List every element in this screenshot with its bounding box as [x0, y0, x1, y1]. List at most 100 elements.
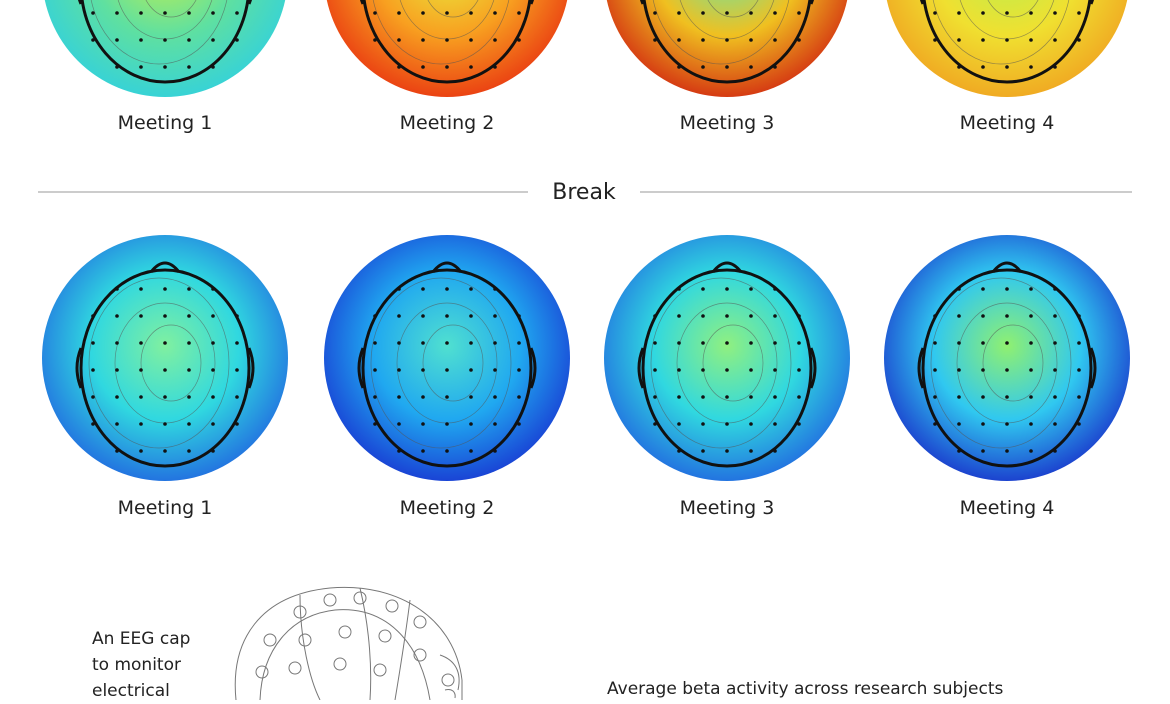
electrode — [933, 341, 937, 345]
electrode — [725, 341, 729, 345]
contour — [90, 0, 228, 65]
electrode — [235, 11, 239, 15]
electrode — [469, 65, 473, 69]
electrode — [773, 341, 777, 345]
electrode — [187, 314, 191, 318]
electrode — [517, 395, 521, 399]
electrode — [493, 38, 497, 42]
scalp-map — [326, 0, 568, 97]
electrode — [115, 38, 119, 42]
head-outline — [642, 0, 812, 84]
electrode — [235, 38, 239, 42]
electrode — [1053, 65, 1057, 69]
electrode — [517, 422, 521, 426]
scalp-map — [42, 235, 288, 481]
contour — [372, 0, 510, 65]
electrode — [933, 314, 937, 318]
contour — [370, 277, 512, 449]
electrode — [445, 395, 449, 399]
ear — [247, 0, 252, 5]
electrode — [957, 341, 961, 345]
electrode — [373, 38, 377, 42]
electrode — [397, 368, 401, 372]
electrode — [677, 65, 681, 69]
electrode — [701, 422, 705, 426]
scalp-map — [606, 0, 848, 97]
electrode — [139, 65, 143, 69]
topomap — [606, 0, 848, 97]
electrode — [1053, 341, 1057, 345]
head-outline — [641, 268, 813, 468]
electrode — [373, 422, 377, 426]
electrode — [445, 422, 449, 426]
electrode — [701, 449, 705, 453]
electrode — [981, 65, 985, 69]
electrode — [773, 11, 777, 15]
electrode — [797, 314, 801, 318]
electrode — [115, 287, 119, 291]
ear — [637, 347, 645, 389]
electrode — [773, 422, 777, 426]
electrode — [677, 341, 681, 345]
cap-note: An EEG cap — [92, 629, 190, 649]
electrode — [187, 341, 191, 345]
electrode — [933, 38, 937, 42]
map-label: Meeting 2 — [400, 497, 495, 519]
electrode — [211, 38, 215, 42]
electrode — [933, 422, 937, 426]
electrode — [187, 11, 191, 15]
electrode — [1077, 11, 1081, 15]
electrode — [677, 422, 681, 426]
ear — [917, 347, 925, 389]
electrode — [445, 341, 449, 345]
contour — [702, 324, 764, 402]
electrode — [981, 395, 985, 399]
electrode — [163, 65, 167, 69]
electrode — [1077, 395, 1081, 399]
electrode — [749, 422, 753, 426]
electrode — [957, 395, 961, 399]
electrode — [677, 314, 681, 318]
electrode — [701, 368, 705, 372]
electrode — [749, 449, 753, 453]
ear — [529, 347, 537, 389]
break-label: Break — [552, 180, 616, 205]
contour — [422, 324, 484, 402]
electrode — [957, 287, 961, 291]
electrode — [91, 422, 95, 426]
topomap — [44, 0, 286, 97]
electrode — [653, 314, 657, 318]
electrode — [469, 368, 473, 372]
electrode — [749, 287, 753, 291]
electrode — [163, 368, 167, 372]
electrode — [725, 11, 729, 15]
electrode — [421, 395, 425, 399]
electrode — [139, 368, 143, 372]
electrode — [773, 449, 777, 453]
electrode — [163, 38, 167, 42]
electrode — [445, 65, 449, 69]
scalp-map — [886, 0, 1128, 97]
contour — [707, 0, 759, 18]
electrode — [421, 368, 425, 372]
electrode — [91, 314, 95, 318]
cap-note: electrical — [92, 681, 170, 700]
electrode — [701, 287, 705, 291]
electrode — [653, 38, 657, 42]
electrode — [725, 449, 729, 453]
electrode — [493, 422, 497, 426]
electrode — [421, 449, 425, 453]
electrode — [981, 449, 985, 453]
electrode — [1053, 287, 1057, 291]
electrode — [749, 65, 753, 69]
contour — [427, 0, 479, 18]
electrode — [187, 287, 191, 291]
electrode — [749, 38, 753, 42]
electrode — [1005, 422, 1009, 426]
map-label: Meeting 1 — [118, 112, 213, 134]
electrode — [115, 395, 119, 399]
electrode — [749, 341, 753, 345]
electrode — [469, 422, 473, 426]
topomaps — [42, 0, 1130, 481]
map-label: Meeting 4 — [960, 497, 1055, 519]
